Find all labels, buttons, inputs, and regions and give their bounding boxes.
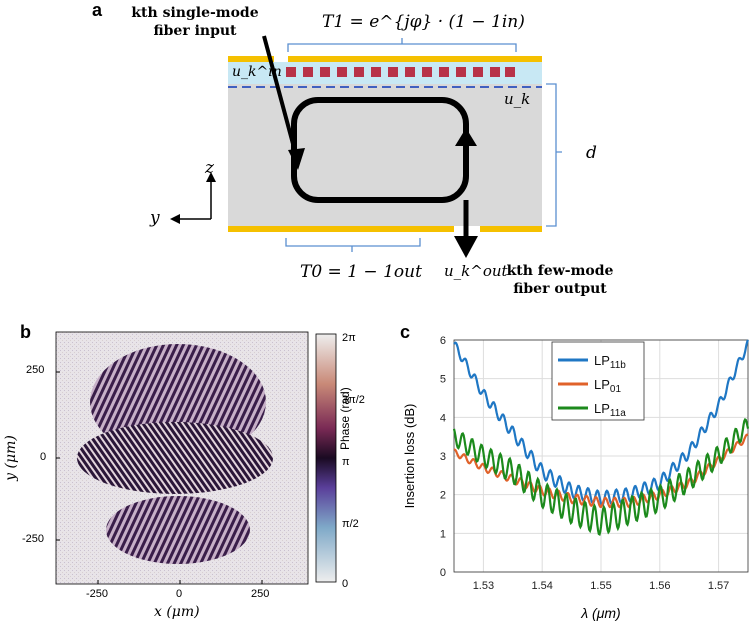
b-xtick-0: 0 [176,588,183,600]
y-axis-label: y [150,208,160,228]
b-xtick-250: 250 [251,588,270,600]
colorbar-label: Phase (rad) [338,387,352,450]
top-gold-right [288,56,542,62]
y-tick-label: 1 [440,528,446,540]
y-axis-label: Insertion loss (dB) [402,404,417,509]
x-tick-label: 1.53 [473,580,494,592]
x-axis-label: λ (μm) [580,605,620,621]
series-line-lp11a [452,417,750,536]
d-label: d [586,143,597,163]
grating [286,67,515,77]
T1-label: T1 = e^{jφ} · (1 − 1in) [322,12,525,32]
b-xtick-minus250: -250 [86,588,109,600]
cbar-tick-2pi: 2π [342,332,356,344]
cbar-tick-0: 0 [342,578,349,590]
input-arrow-head [288,148,305,170]
b-ytick-250: 250 [26,364,45,376]
phase-map [55,331,337,585]
u-in-label: u_k^in [232,64,282,80]
cbar-tick-3pi2: 3π/2 [342,394,365,406]
b-ytick-minus250: -250 [22,533,45,545]
panel-c-label: c [400,322,411,342]
T1-brace [287,38,517,52]
panel-a-label: a [92,0,103,20]
b-ytick-0: 0 [40,451,47,463]
u-k-label: u_k [504,90,531,108]
d-brace [546,83,562,227]
output-label: kth few-mode fiber output [506,263,614,297]
output-arrow-head [454,236,478,258]
b-ylabel: y (μm) [2,435,19,481]
up-arrow-head [455,128,477,146]
y-tick-label: 3 [440,451,446,463]
x-tick-label: 1.54 [531,580,552,592]
bottom-gold-left [228,226,454,232]
u-out-label: u_k^out [444,262,508,280]
z-axis-label: z [205,158,214,178]
b-xlabel: x (μm) [154,604,200,620]
fringe-region-bottom [106,496,250,564]
x-tick-label: 1.55 [590,580,611,592]
bottom-gold-right [480,226,542,232]
y-tick-label: 5 [440,374,446,386]
T0-brace [285,238,421,252]
panel-b-label: b [20,322,31,342]
x-tick-label: 1.56 [649,580,670,592]
y-tick-label: 4 [440,412,446,424]
x-tick-label: 1.57 [708,580,729,592]
y-tick-label: 2 [440,490,446,502]
top-gold-left [228,56,274,62]
panel-a-diagram [170,35,562,258]
y-tick-label: 0 [440,567,446,579]
plot-frame [453,339,749,573]
T0-label: T0 = 1 − 1out [300,262,422,282]
colorbar [315,333,337,583]
gray-body [228,84,542,226]
series-line-lp11b [453,339,749,507]
fringe-region-middle [77,422,273,494]
input-label: kth single-mode fiber input [131,5,259,39]
cbar-tick-pi: π [342,456,350,468]
y-tick-label: 6 [440,335,446,347]
cbar-tick-pi2: π/2 [342,518,359,530]
